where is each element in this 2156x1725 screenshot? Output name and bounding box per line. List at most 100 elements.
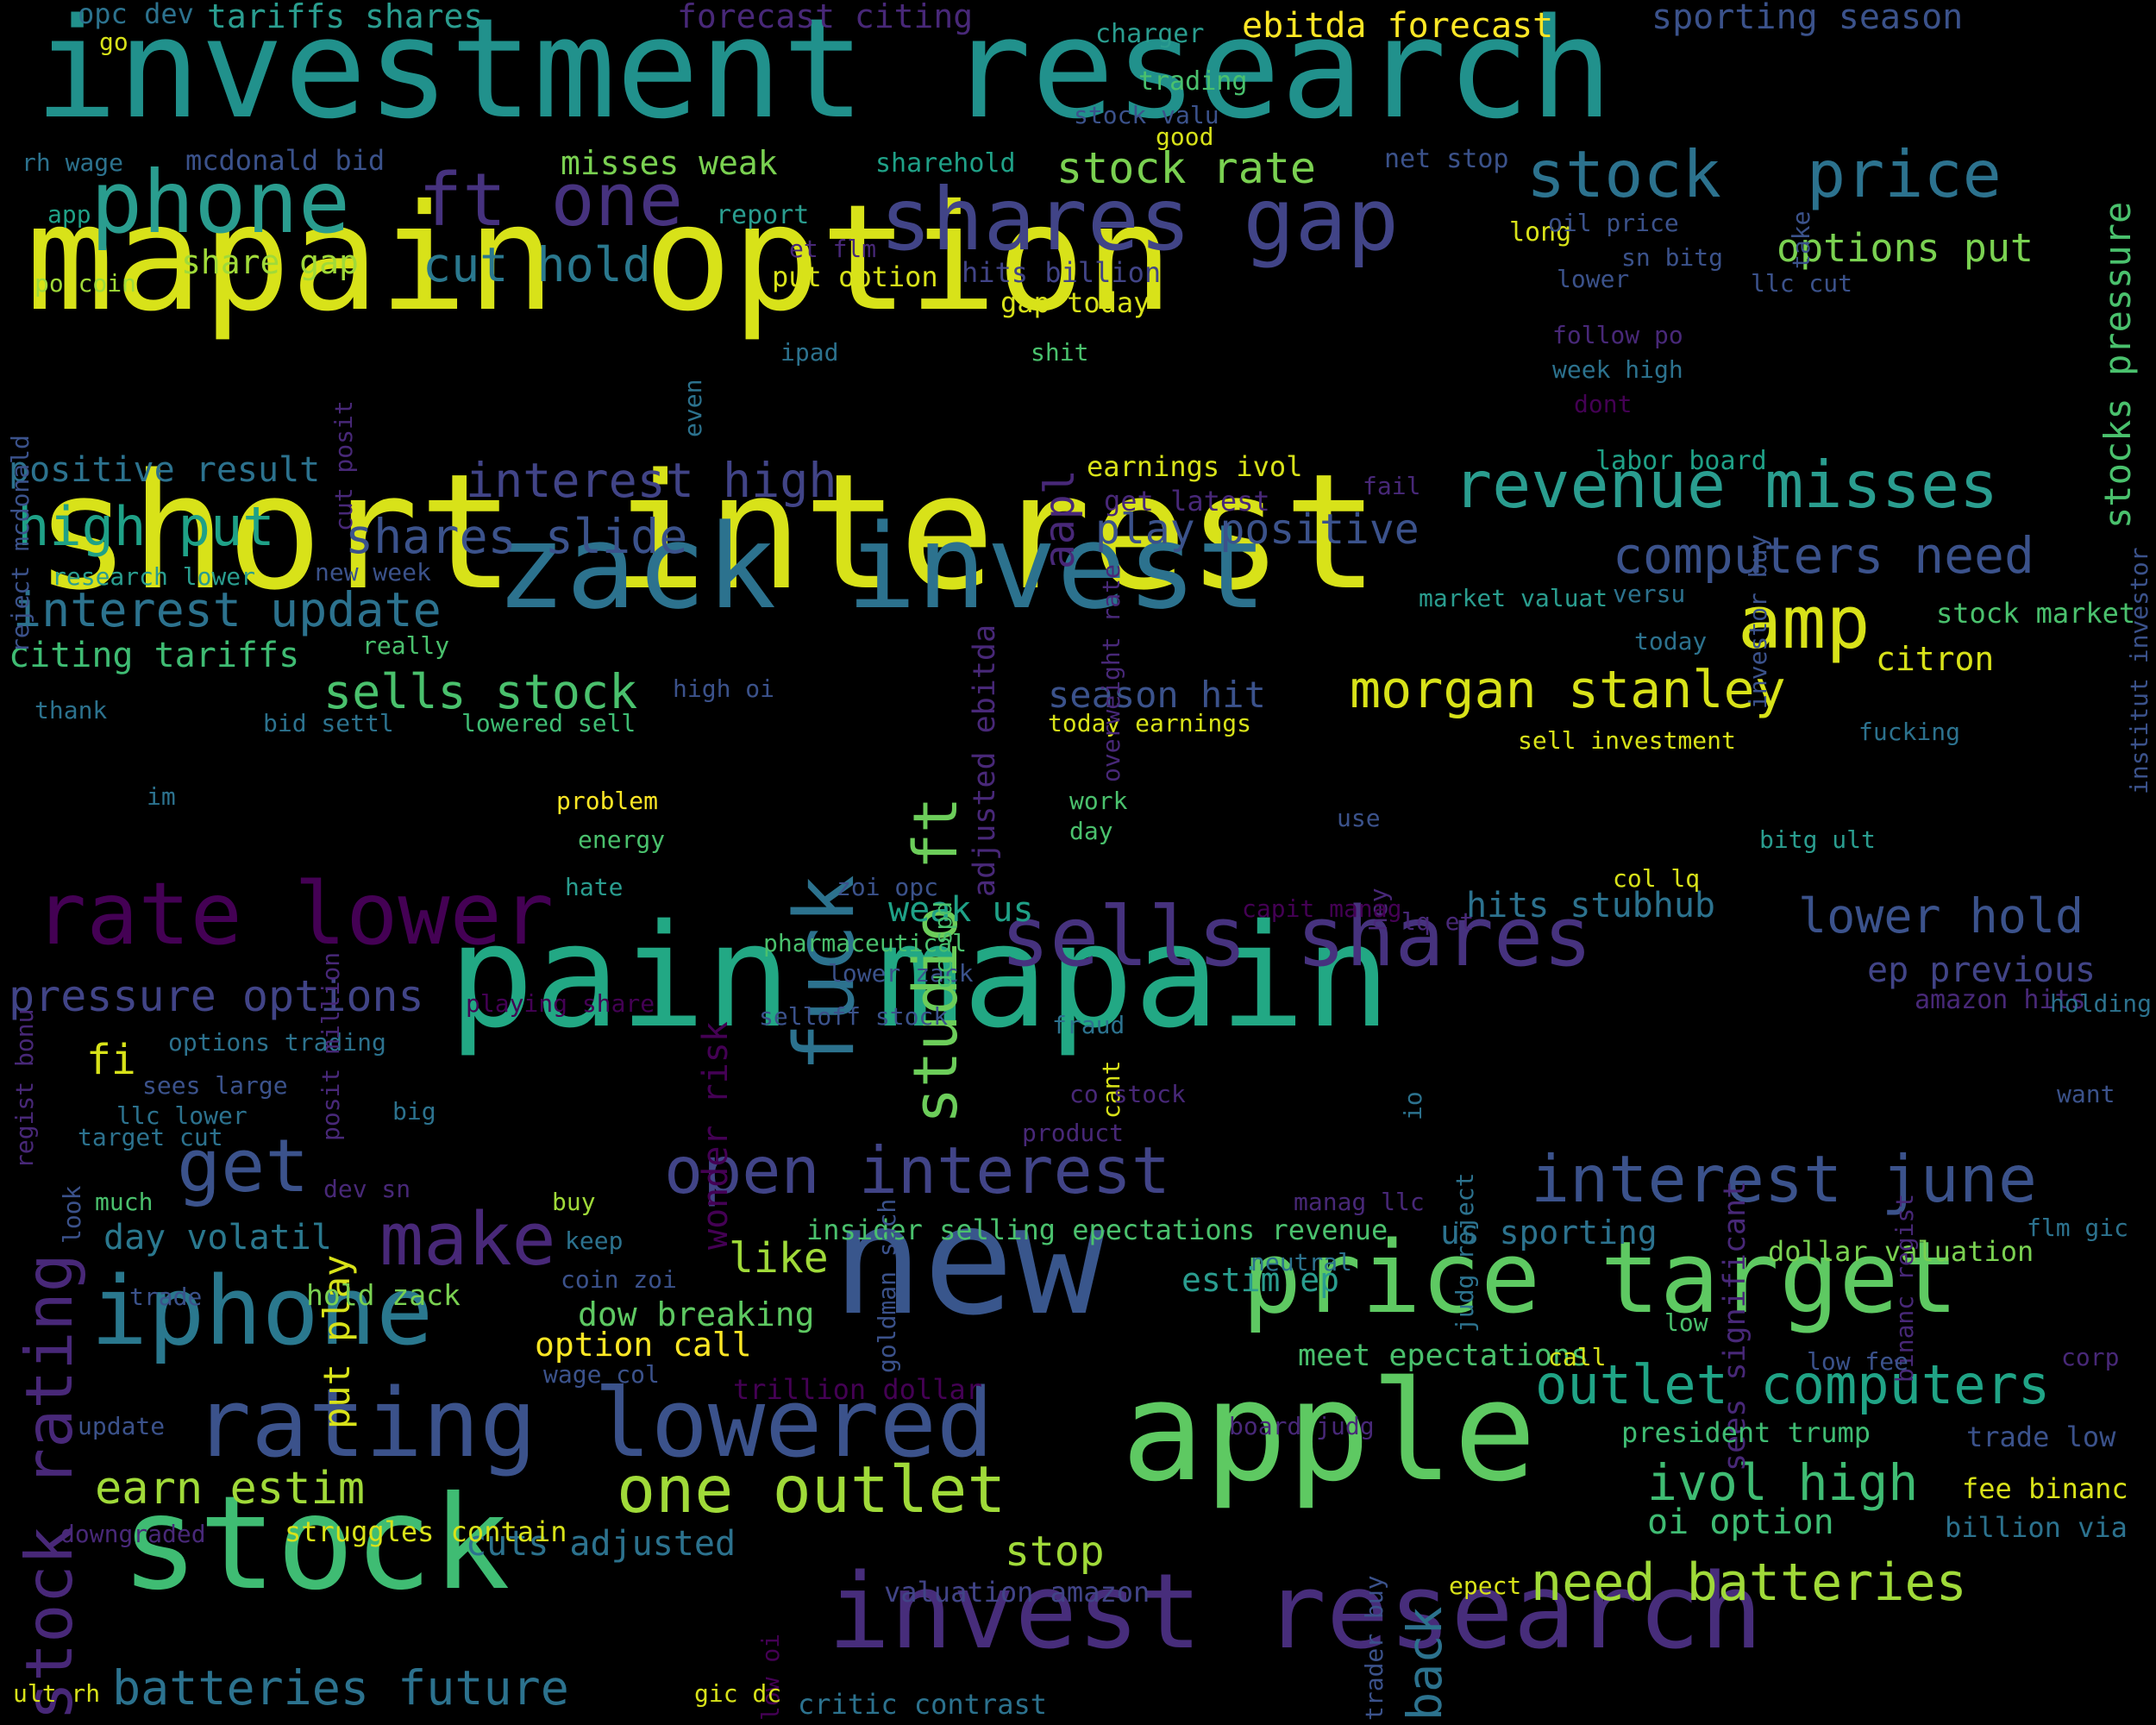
- cloud-word: call: [1548, 1343, 1607, 1371]
- cloud-word: price target: [1242, 1220, 1959, 1336]
- cloud-word: epect: [1449, 1571, 1522, 1600]
- cloud-word: sell investment: [1518, 726, 1736, 755]
- cloud-word: follow po: [1552, 321, 1683, 349]
- cloud-word: get latest: [1104, 485, 1270, 518]
- cloud-word: apple: [1121, 1351, 1537, 1512]
- cloud-word: low fee: [1807, 1347, 1909, 1376]
- cloud-word: flm gic: [2027, 1214, 2129, 1242]
- cloud-word: get: [177, 1124, 310, 1209]
- cloud-word: go: [99, 28, 128, 56]
- cloud-word: forecast citing: [677, 0, 974, 35]
- cloud-word: fi: [86, 1036, 136, 1084]
- cloud-word: work: [1069, 787, 1128, 815]
- cloud-word: put option: [772, 260, 938, 293]
- cloud-word: positive result: [9, 450, 321, 490]
- cloud-word: citing tariffs: [9, 636, 300, 675]
- cloud-word: judg reject: [1451, 1172, 1479, 1333]
- cloud-word: reject mcdonald: [6, 435, 34, 653]
- cloud-word: like: [729, 1234, 829, 1283]
- cloud-word: look: [58, 1185, 86, 1245]
- cloud-word: week high: [1552, 355, 1683, 384]
- cloud-word: buy: [552, 1188, 596, 1216]
- cloud-word: use: [1337, 804, 1381, 832]
- cloud-word: hits billion: [962, 256, 1162, 289]
- cloud-word: need batteries: [1531, 1552, 1967, 1613]
- cloud-word: sharehold: [875, 148, 1016, 179]
- cloud-word: earnings ivol: [1087, 450, 1303, 483]
- cloud-word: stop: [1005, 1527, 1105, 1576]
- cloud-word: report: [716, 200, 810, 230]
- cloud-word: rating lowered: [194, 1368, 994, 1478]
- cloud-word: thank: [34, 696, 108, 724]
- cloud-word: open interest: [664, 1132, 1170, 1208]
- cloud-word: cut posit: [329, 400, 358, 532]
- cloud-word: research lower: [52, 562, 256, 591]
- cloud-word: misses weak: [561, 144, 778, 182]
- cloud-word: computers need: [1613, 526, 2034, 585]
- cloud-word: rh wage: [22, 148, 124, 177]
- cloud-word: earn estim: [95, 1463, 366, 1515]
- cloud-word: back: [1397, 1606, 1452, 1721]
- cloud-word: low: [1664, 1308, 1708, 1337]
- cloud-word: neutral: [1250, 1248, 1353, 1276]
- cloud-word: stock: [1526, 136, 1721, 212]
- cloud-word: new: [832, 1174, 1106, 1349]
- cloud-word: fail: [1363, 472, 1421, 500]
- cloud-word: season hit: [1048, 674, 1266, 716]
- cloud-word: target cut: [78, 1123, 223, 1151]
- cloud-word: want: [2057, 1080, 2115, 1108]
- cloud-word: im: [147, 782, 176, 811]
- cloud-word: day: [1069, 817, 1113, 845]
- cloud-word: ult rh: [13, 1679, 101, 1708]
- cloud-word: po coin: [34, 269, 137, 298]
- cloud-word: bitg ult: [1759, 825, 1876, 854]
- cloud-word: energy: [578, 825, 666, 854]
- cloud-word: outlet computers: [1535, 1353, 2051, 1416]
- cloud-word: net stop: [1384, 144, 1509, 174]
- cloud-word: sees large: [142, 1071, 288, 1100]
- cloud-word: wonder risk: [696, 1021, 736, 1250]
- cloud-word: ipad: [780, 338, 839, 367]
- cloud-word: share gap: [181, 243, 359, 281]
- cloud-word: high oi: [673, 674, 775, 703]
- cloud-word: fraud: [1052, 1011, 1125, 1039]
- cloud-word: versu: [1613, 580, 1686, 608]
- cloud-word: stocks pressure: [2096, 201, 2139, 529]
- cloud-word: amazon hits: [1915, 985, 2086, 1015]
- cloud-word: fucking: [1858, 718, 1961, 746]
- cloud-word: option call: [535, 1326, 752, 1364]
- cloud-word: adjusted ebitda: [968, 624, 1002, 897]
- cloud-word: oi option: [1647, 1502, 1834, 1542]
- cloud-word: zoi opc: [837, 873, 939, 901]
- cloud-word: iphone: [91, 1256, 434, 1366]
- cloud-word: corp: [2061, 1343, 2120, 1371]
- cloud-word: stock market: [1936, 597, 2136, 630]
- cloud-word: short interest: [34, 439, 1380, 625]
- cloud-word: valuation amazon: [884, 1576, 1150, 1609]
- cloud-word: pain mapain: [448, 894, 1391, 1059]
- cloud-word: rate lower: [34, 863, 555, 964]
- cloud-word: one outlet: [617, 1452, 1006, 1527]
- cloud-word: insider selling epectations revenue: [806, 1214, 1388, 1246]
- cloud-word: dow breaking: [578, 1295, 815, 1333]
- cloud-word: good: [1156, 122, 1214, 151]
- cloud-word: aapl: [1036, 469, 1084, 570]
- cloud-word: today earnings: [1048, 709, 1252, 737]
- cloud-word: gic dc: [694, 1679, 782, 1708]
- cloud-word: even: [679, 379, 707, 438]
- cloud-word: lowered sell: [461, 709, 636, 737]
- cloud-word: capit manag: [1242, 894, 1402, 923]
- cloud-word: zack invest: [496, 499, 1268, 635]
- cloud-word: et flm: [789, 235, 877, 263]
- cloud-word: interest high: [466, 453, 837, 508]
- cloud-word: manag llc: [1294, 1188, 1425, 1216]
- cloud-word: coin zoi: [561, 1265, 677, 1294]
- cloud-word: stock: [121, 1469, 511, 1619]
- cloud-word: lq et: [1401, 907, 1475, 936]
- cloud-word: dev sn: [323, 1175, 411, 1203]
- cloud-word: shit: [1031, 338, 1089, 367]
- cloud-word: wage col: [543, 1360, 660, 1389]
- cloud-word: new week: [315, 558, 431, 586]
- cloud-word: institut investor: [2125, 547, 2153, 794]
- cloud-word: bid settl: [263, 709, 394, 737]
